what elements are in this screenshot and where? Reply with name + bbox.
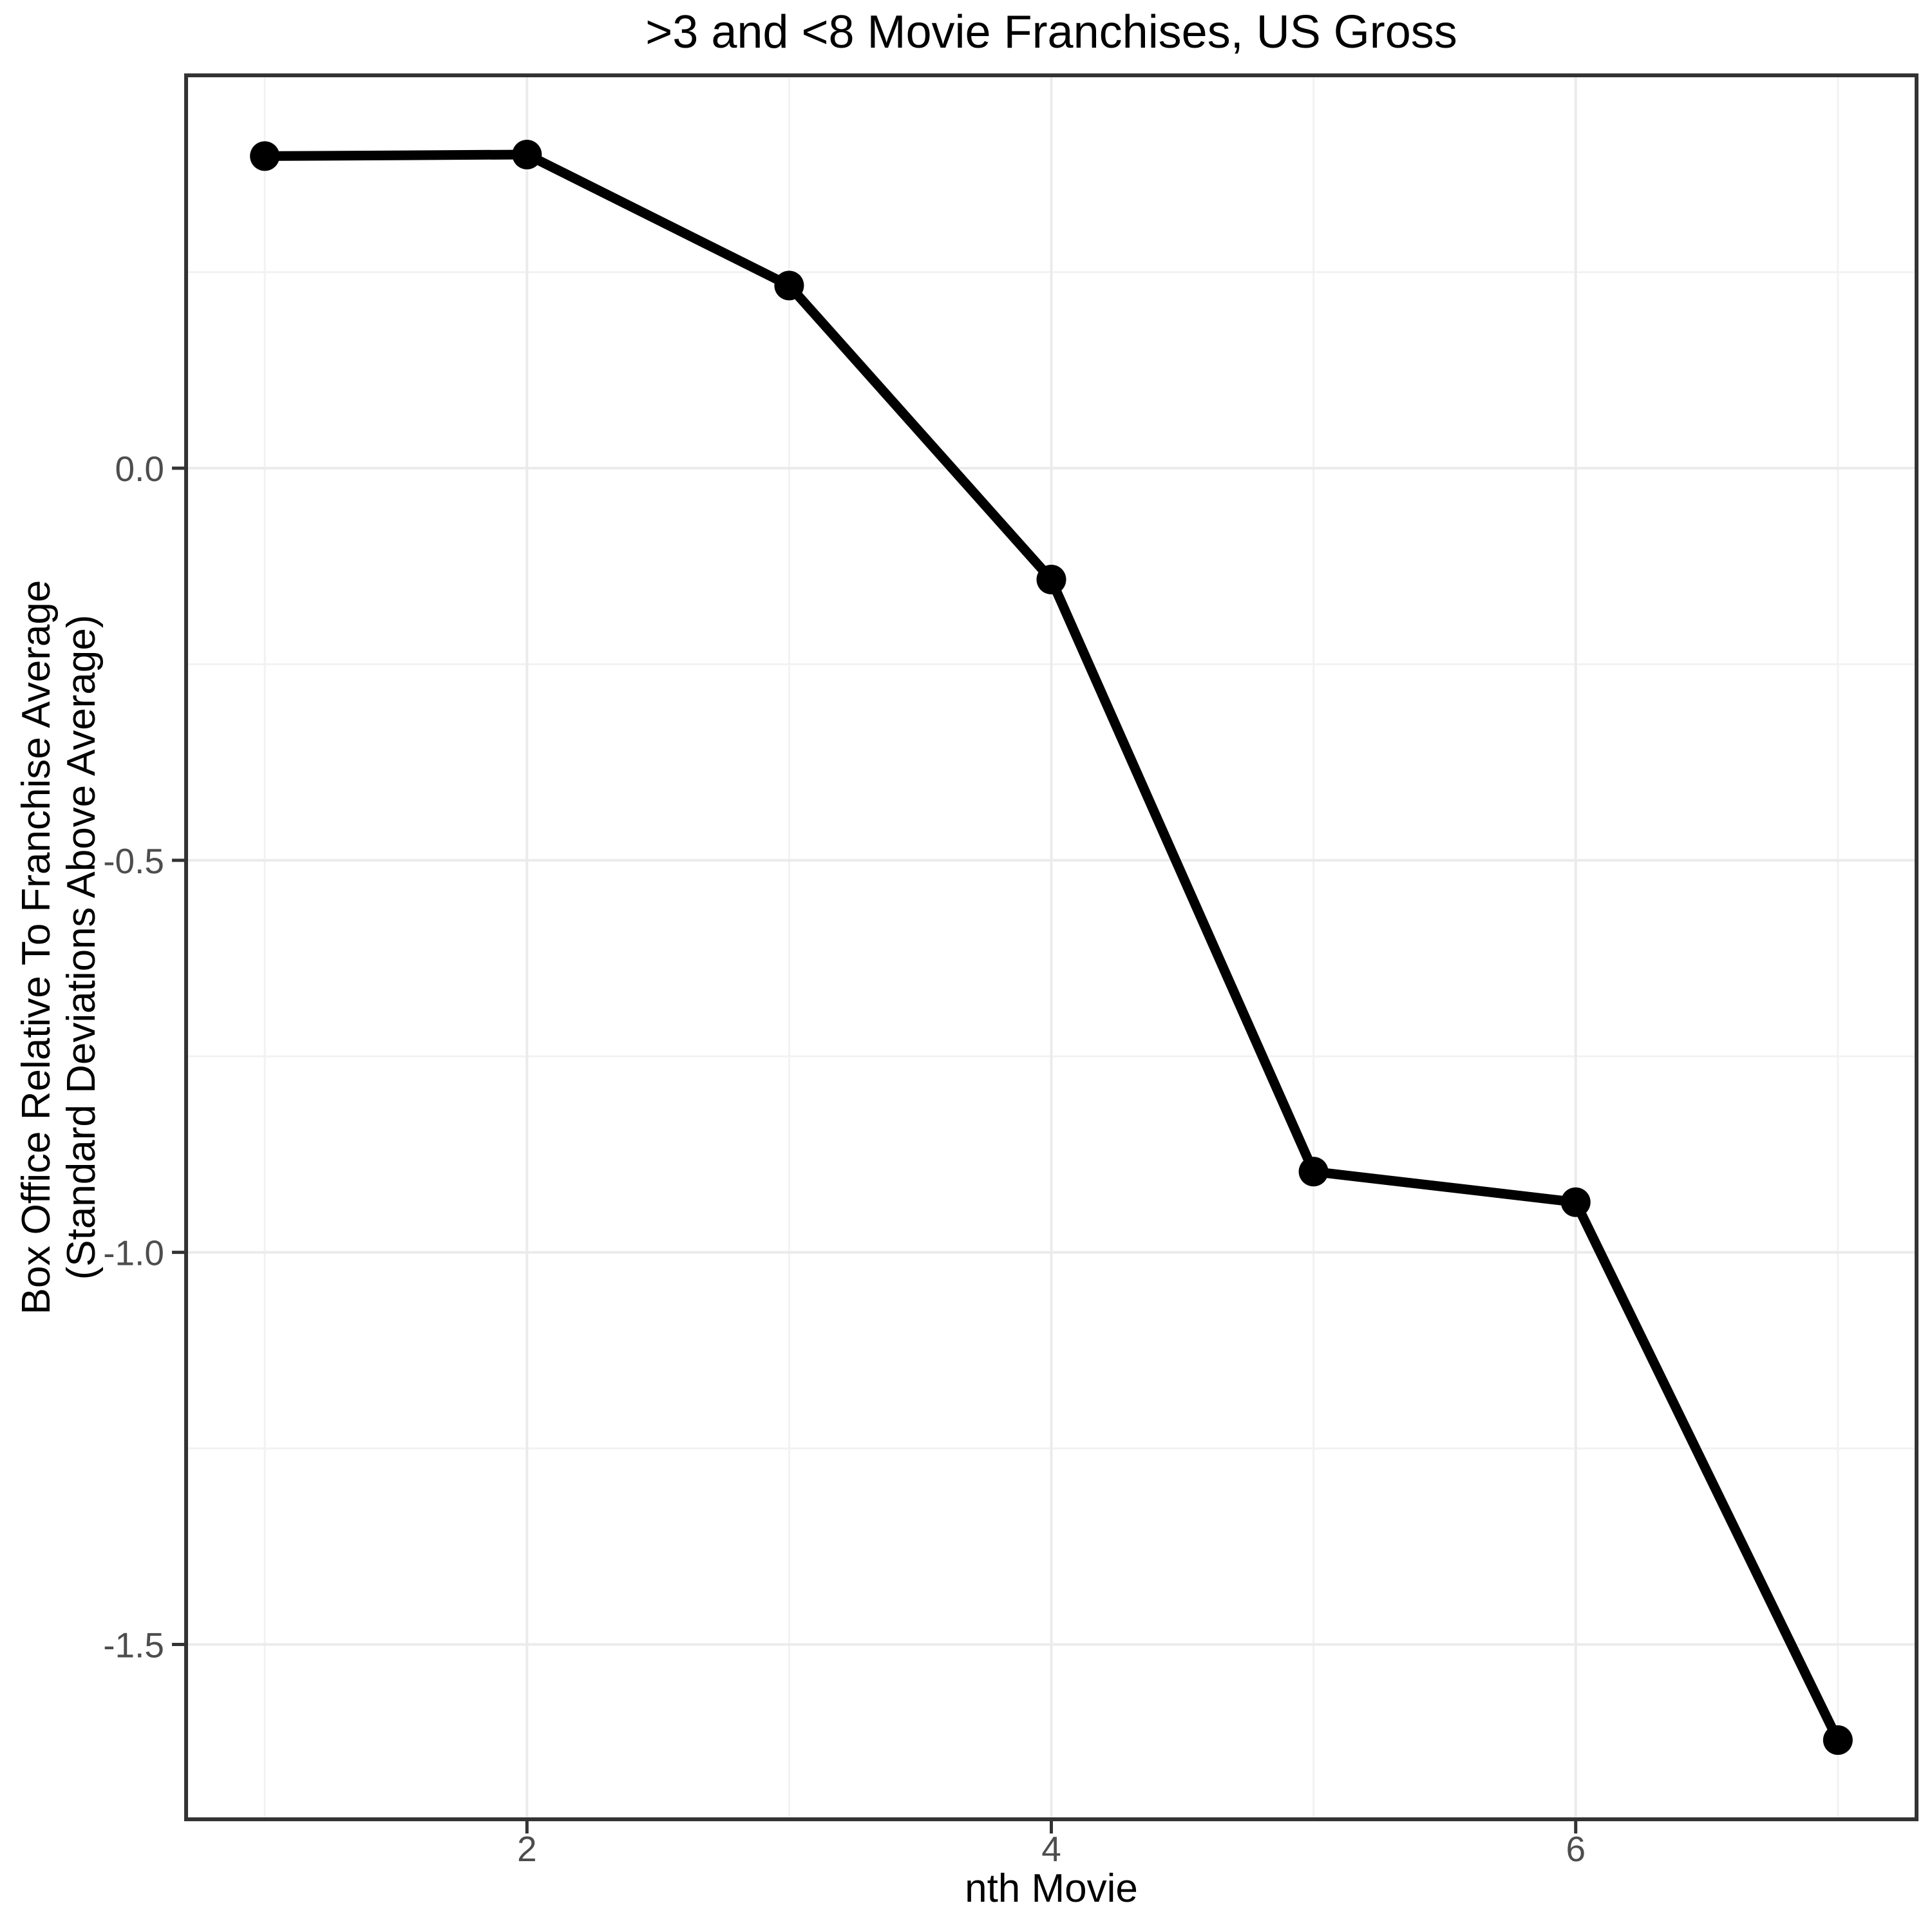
data-point xyxy=(250,141,280,171)
y-tick-label: 0.0 xyxy=(115,449,164,489)
x-axis-title: nth Movie xyxy=(965,1866,1138,1911)
panel-border xyxy=(184,73,1918,1821)
y-axis-title-line-1: Box Office Relative To Franchise Average xyxy=(14,580,59,1315)
chart-title: >3 and <8 Movie Franchises, US Gross xyxy=(645,6,1457,58)
data-point xyxy=(1036,564,1066,594)
y-tick-label: -1.0 xyxy=(103,1233,164,1273)
x-tick-label: 6 xyxy=(1566,1829,1586,1869)
data-point xyxy=(1823,1725,1853,1756)
y-axis-title: Box Office Relative To Franchise Average… xyxy=(14,75,104,1819)
y-tick-label: -0.5 xyxy=(103,841,164,881)
x-tick-label: 2 xyxy=(517,1829,537,1869)
y-axis-title-line-2: (Standard Deviations Above Average) xyxy=(59,614,104,1280)
y-tick-label: -1.5 xyxy=(103,1625,164,1665)
data-point xyxy=(1560,1187,1591,1217)
data-point xyxy=(774,270,804,301)
data-point xyxy=(512,139,542,169)
data-point xyxy=(1298,1157,1329,1187)
x-tick-label: 4 xyxy=(1041,1829,1061,1869)
